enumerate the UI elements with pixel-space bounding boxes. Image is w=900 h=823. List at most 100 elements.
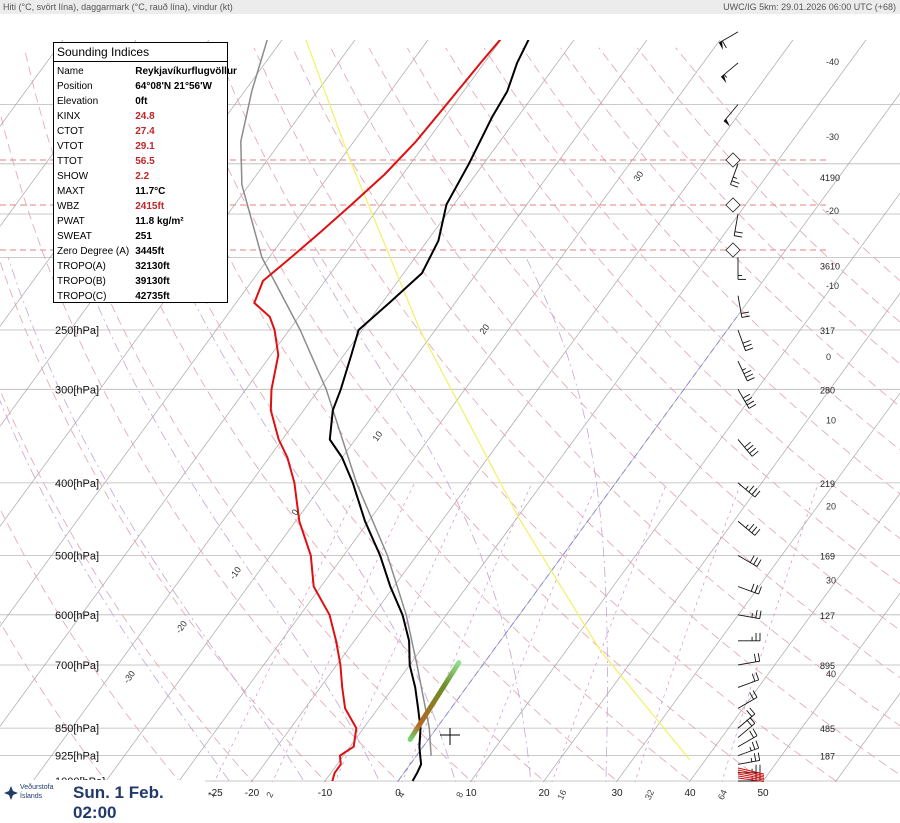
yellow-reference-line [305, 40, 691, 761]
index-name: TROPO(C) [57, 291, 107, 302]
dry-adiabat [62, 47, 546, 782]
isotherm-label: -20 [826, 206, 839, 216]
icing-layer-segment [407, 660, 462, 742]
index-value: 2415ft [135, 201, 165, 212]
mixing-ratio-line [634, 482, 742, 782]
moist-adiabat [311, 257, 532, 782]
barb-feather [741, 311, 750, 314]
barb-feather [749, 707, 756, 715]
isotherm [31, 40, 575, 782]
barb-feather [757, 752, 761, 761]
barb-shaft [737, 555, 758, 567]
wind-barb [723, 104, 739, 127]
barb-feather [755, 609, 758, 619]
model-run-info: UWC/IG 5km: 29.01.2026 06:00 UTC (+68) [723, 2, 896, 12]
index-value: 0ft [135, 96, 148, 107]
indices-row: SHOW 2.2 [54, 169, 240, 184]
barb-half-feather [750, 757, 753, 762]
wind-barb [737, 752, 761, 765]
index-name: Position [57, 81, 93, 92]
footer: Veðurstofa Íslands Sun. 1 Feb. 02:00 [0, 780, 205, 822]
indices-row: TROPO(A) 32130ft [54, 259, 240, 274]
barb-feather [759, 610, 762, 619]
indices-row: Name Reykjavíkurflugvöllur [54, 64, 240, 79]
barb-feather [751, 741, 756, 750]
barb-pennant [723, 118, 730, 127]
barb-feather [746, 400, 755, 406]
isotherm-label: 0 [826, 352, 831, 362]
isotherm-label: -40 [826, 57, 839, 67]
pressure-label: 925[hPa] [55, 751, 99, 763]
wind-barb [737, 716, 756, 738]
wind-barb [733, 213, 743, 238]
indices-row: SWEAT 251 [54, 229, 240, 244]
wind-barb [730, 163, 740, 188]
index-value: 251 [135, 231, 152, 242]
parcel-path-line [240, 40, 432, 756]
index-value: 32130ft [135, 261, 170, 272]
barb-shaft [737, 660, 760, 666]
pressure-label: 300[hPa] [55, 384, 99, 396]
pressure-label: 850[hPa] [55, 723, 99, 735]
isotherm [104, 40, 648, 782]
index-name: TROPO(B) [57, 276, 106, 287]
indices-title: Sounding Indices [54, 43, 227, 62]
isotherm [0, 15, 8, 797]
height-label: 895 [820, 661, 835, 671]
barb-feather [745, 347, 754, 352]
wind-barb [737, 520, 761, 536]
dewpoint-line [253, 40, 502, 782]
isotherm [323, 40, 867, 782]
temperature-line [328, 40, 530, 782]
barb-shaft [737, 697, 758, 709]
height-label: 127 [820, 611, 835, 621]
low-level-barb [737, 777, 765, 782]
wind-barb [737, 257, 746, 280]
bottom-axis-label: -20 [245, 788, 260, 799]
barb-feather [754, 528, 761, 536]
isotherm [615, 392, 900, 782]
isotherm-label: 40 [826, 669, 836, 679]
barb-feather [750, 583, 755, 592]
barb-feather [734, 231, 743, 234]
low-level-barb [737, 769, 765, 776]
indices-row: TROPO(B) 39130ft [54, 274, 240, 289]
barb-half-feather [745, 486, 749, 490]
wind-barb [737, 707, 756, 729]
barb-feather [746, 444, 754, 451]
barb-feather [752, 690, 758, 698]
barb-pennant [718, 41, 723, 50]
index-value: 64°08'N 21°56'W [135, 81, 212, 92]
barb-feather [742, 393, 751, 399]
index-name: VTOT [57, 141, 84, 152]
dry-adiabat [560, 47, 900, 408]
wind-barb [737, 740, 760, 757]
barb-feather [744, 397, 753, 402]
wind-barb [737, 609, 762, 620]
index-name: Zero Degree (A) [57, 246, 130, 257]
barb-shaft [737, 735, 758, 748]
moist-adiabat [0, 399, 231, 782]
index-value: 29.1 [135, 141, 155, 152]
barb-feather [757, 653, 761, 662]
dry-adiabat [177, 47, 766, 782]
bottom-axis-label: -25 [208, 788, 223, 799]
index-value: 39130ft [135, 276, 170, 287]
index-name: PWAT [57, 216, 85, 227]
isotherm [396, 92, 900, 782]
height-label: 3610 [820, 261, 840, 271]
index-value: 3445ft [135, 246, 165, 257]
pressure-label: 700[hPa] [55, 660, 99, 672]
wind-barbs [718, 31, 765, 782]
wind-barb [737, 653, 761, 666]
isotherm-label: 30 [826, 576, 836, 586]
tropopause-marker [725, 152, 741, 168]
barb-feather [749, 447, 757, 454]
isotherm [688, 492, 900, 782]
barb-feather [746, 710, 753, 717]
index-value: 56.5 [135, 156, 155, 167]
barb-feather [744, 343, 752, 348]
wind-barb [737, 555, 762, 567]
adiabat-label: 10 [370, 429, 384, 443]
mixing-ratio-label: 2 [264, 790, 275, 799]
